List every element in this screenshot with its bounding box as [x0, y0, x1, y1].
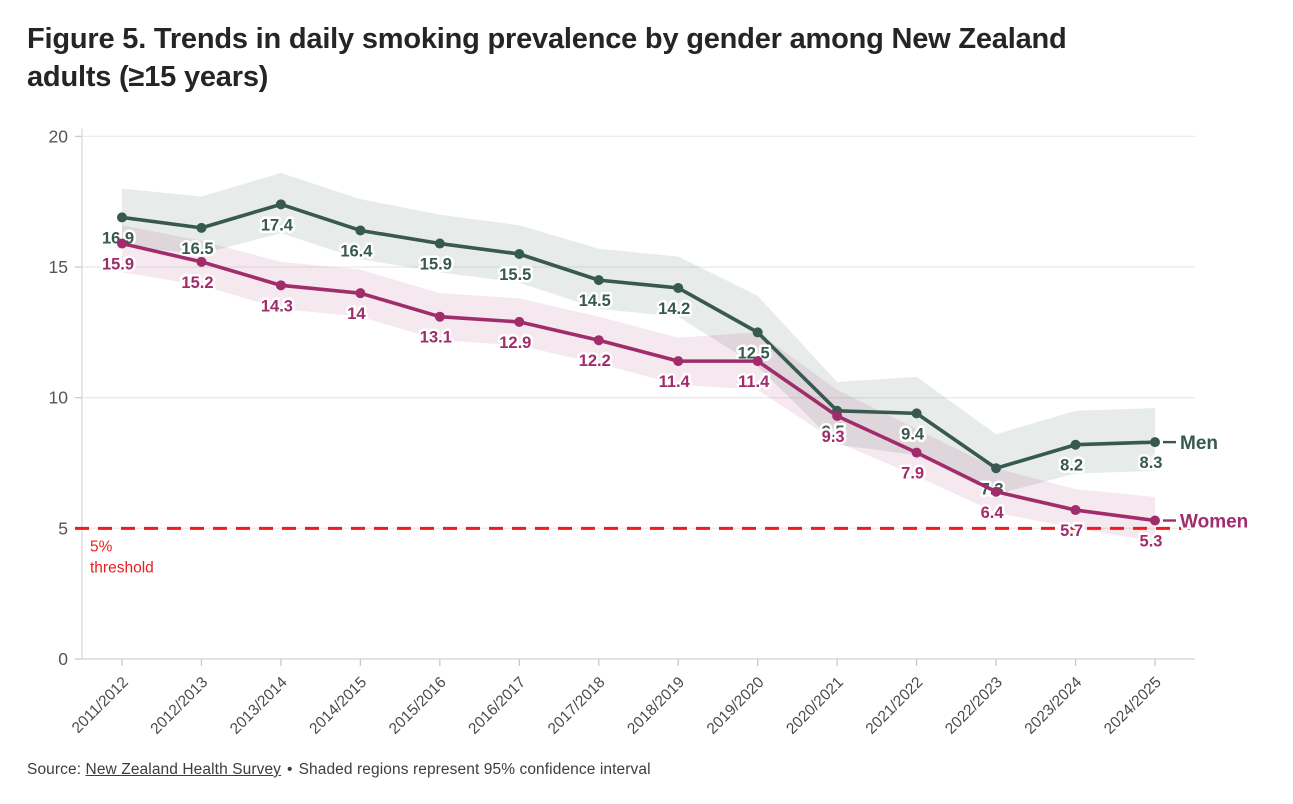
men-point: [117, 212, 127, 223]
women-point: [1070, 505, 1081, 516]
women-point: [434, 311, 445, 322]
men-series-label: Men: [1180, 433, 1218, 454]
women-ci-band: [122, 225, 1155, 542]
men-point: [1070, 439, 1081, 450]
men-point: [1150, 437, 1160, 448]
y-tick-label: 10: [49, 388, 69, 408]
men-value-label: 15.9: [420, 256, 452, 274]
source-note: Source: New Zealand Health Survey • Shaded…: [27, 761, 651, 779]
women-value-label: 14: [347, 305, 366, 323]
x-tick-label: 2023/2024: [1022, 674, 1086, 738]
women-point: [673, 356, 684, 367]
women-value-label: 14.3: [261, 297, 293, 315]
women-value-label: 5.7: [1060, 522, 1083, 540]
women-point: [355, 288, 366, 299]
women-point: [832, 410, 843, 421]
threshold-label-line1: 5%: [90, 538, 113, 555]
men-point: [434, 238, 445, 249]
y-tick-label: 5: [58, 518, 68, 538]
men-value-label: 9.4: [901, 425, 925, 443]
men-value-label: 17.4: [261, 216, 294, 234]
men-point: [593, 275, 604, 286]
men-value-label: 15.5: [499, 266, 531, 284]
x-tick-label: 2018/2019: [624, 674, 688, 738]
men-point: [196, 222, 207, 233]
women-point: [275, 280, 286, 291]
x-tick-label: 2013/2014: [227, 674, 291, 738]
men-value-label: 8.2: [1060, 457, 1083, 475]
x-tick-label: 2012/2013: [147, 674, 211, 738]
women-value-label: 12.2: [579, 352, 611, 370]
x-tick-label: 2014/2015: [306, 674, 370, 738]
women-value-label: 13.1: [420, 329, 452, 347]
women-point: [514, 316, 525, 327]
x-tick-label: 2020/2021: [783, 674, 847, 738]
women-line: [120, 241, 1157, 523]
women-value-label: 7.9: [901, 465, 924, 483]
men-value-label: 14.5: [579, 292, 611, 310]
women-point: [752, 356, 763, 367]
x-tick-label: 2016/2017: [465, 674, 529, 738]
men-point: [673, 282, 684, 293]
women-point: [196, 256, 207, 267]
men-value-label: 12.5: [738, 344, 770, 362]
men-point: [514, 248, 525, 259]
women-point: [991, 486, 1002, 497]
x-tick-label: 2021/2022: [863, 674, 927, 738]
women-value-label: 11.4: [659, 373, 691, 391]
men-point: [355, 225, 366, 236]
women-value-label: 15.9: [102, 256, 134, 274]
men-point: [911, 408, 922, 419]
y-tick-label: 20: [49, 126, 69, 146]
x-tick-label: 2015/2016: [386, 674, 450, 738]
men-point: [275, 199, 286, 210]
women-point: [593, 335, 604, 346]
x-tick-label: 2019/2020: [704, 674, 768, 738]
men-value-label: 16.4: [340, 242, 373, 260]
y-tick-label: 15: [49, 257, 68, 277]
source-prefix: Source:: [27, 761, 82, 778]
figure-title: Figure 5. Trends in daily smoking preval…: [27, 23, 1067, 93]
women-value-label: 6.4: [981, 504, 1005, 522]
women-point: [911, 447, 922, 458]
women-series-label: Women: [1180, 512, 1248, 533]
women-value-label: 9.3: [822, 428, 845, 446]
men-point: [991, 463, 1002, 474]
men-point: [752, 327, 763, 338]
men-value-label: 14.2: [658, 300, 690, 318]
source-text: Shaded regions represent 95% confidence …: [298, 761, 651, 778]
women-value-label: 12.9: [499, 334, 531, 352]
women-value-label: 5.3: [1140, 533, 1163, 551]
x-tick-label: 2022/2023: [942, 674, 1006, 738]
y-tick-label: 0: [58, 649, 68, 669]
x-tick-label: 2011/2012: [69, 674, 132, 737]
x-tick-label: 2017/2018: [545, 674, 609, 738]
women-point: [1150, 515, 1160, 526]
source-link[interactable]: New Zealand Health Survey: [85, 761, 282, 778]
men-value-label: 16.5: [181, 240, 213, 258]
source-separator: •: [287, 761, 293, 778]
x-tick-label: 2024/2025: [1101, 674, 1165, 738]
women-point: [117, 238, 127, 249]
women-value-label: 15.2: [181, 274, 213, 292]
men-value-label: 8.3: [1140, 454, 1163, 472]
threshold-label-line2: threshold: [90, 559, 154, 576]
men-value-label: 9.5: [822, 423, 845, 441]
women-value-label: 11.4: [738, 373, 770, 391]
men-line: [120, 202, 1157, 471]
